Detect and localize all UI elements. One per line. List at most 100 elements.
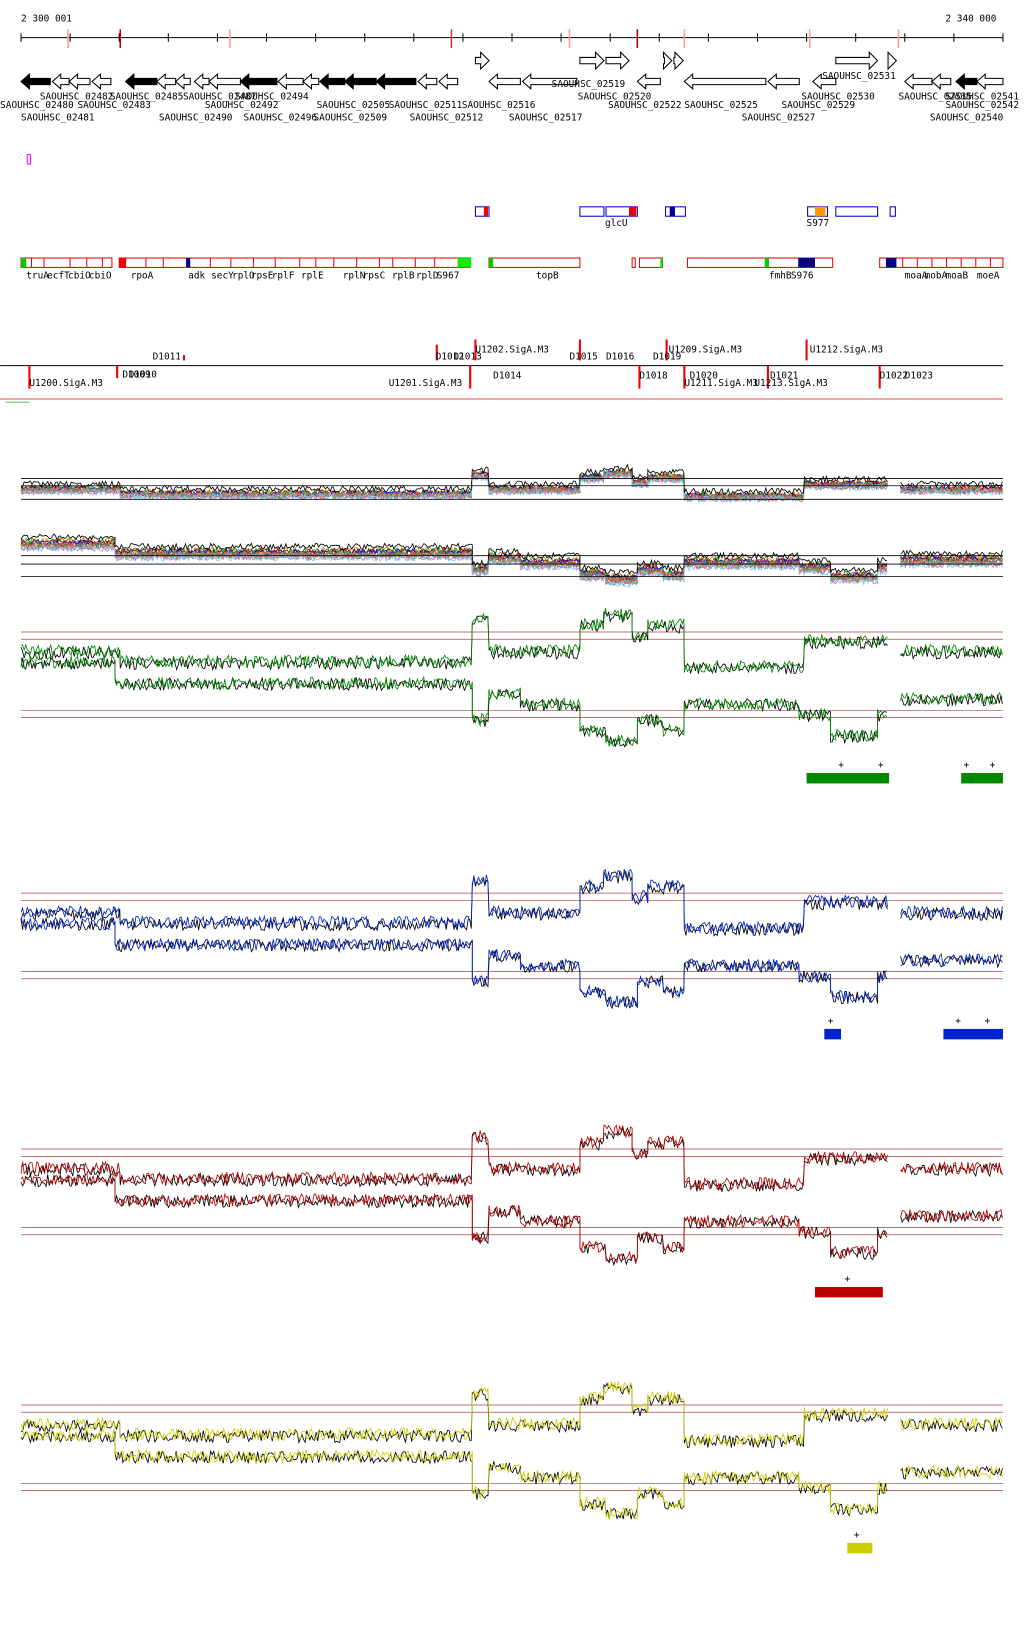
gene-arrow bbox=[636, 73, 661, 90]
feature-fill bbox=[660, 258, 663, 268]
gene-arrow bbox=[302, 73, 320, 90]
signal-trace bbox=[20, 1124, 1003, 1191]
feature-box bbox=[474, 206, 490, 217]
signal-trace bbox=[20, 1173, 1003, 1264]
signal-trace bbox=[20, 538, 1003, 582]
feature-label: secY bbox=[211, 270, 234, 281]
signal-trace bbox=[20, 656, 1003, 748]
gene-arrow bbox=[174, 73, 191, 90]
marker: + bbox=[828, 1016, 834, 1027]
region-bar bbox=[943, 1028, 1003, 1040]
feature-box bbox=[638, 257, 663, 268]
feature-box bbox=[889, 206, 896, 217]
gene-arrow bbox=[579, 50, 605, 71]
gene-label: SAOUHSC_02527 bbox=[742, 113, 816, 124]
signal-trace bbox=[21, 472, 1003, 504]
signal-trace bbox=[21, 607, 1003, 674]
gene-arrow bbox=[193, 73, 210, 90]
gene-arrow bbox=[887, 50, 898, 71]
gene-arrow bbox=[488, 73, 521, 90]
gene-label: SAOUHSC_02519 bbox=[552, 79, 626, 90]
feature-box bbox=[665, 206, 686, 217]
gene-label: SAOUHSC_02520 bbox=[578, 92, 652, 103]
feature-box bbox=[118, 257, 471, 268]
feature-label: mobA bbox=[925, 270, 948, 281]
feature-box bbox=[835, 206, 879, 217]
feature-fill bbox=[885, 258, 897, 268]
gene-label: SAOUHSC_02535 bbox=[898, 92, 972, 103]
gene-arrow bbox=[521, 73, 578, 90]
feature-label: S977 bbox=[807, 218, 830, 229]
gene-arrow bbox=[124, 73, 158, 90]
gene-arrow bbox=[375, 73, 417, 90]
unit-label: D1013 bbox=[454, 352, 482, 363]
gene-arrow bbox=[51, 73, 70, 90]
gene-label: SAOUHSC_02482 bbox=[40, 92, 114, 103]
feature-fill bbox=[21, 258, 27, 268]
gene-arrow bbox=[319, 73, 346, 90]
region-bar bbox=[806, 772, 890, 784]
unit-label: U1213.SigA.M3 bbox=[754, 378, 828, 389]
feature-box bbox=[20, 257, 113, 268]
feature-fill bbox=[119, 258, 126, 268]
feature-fill bbox=[669, 206, 675, 217]
gene-arrow bbox=[474, 50, 490, 71]
unit-label: U1209.SigA.M3 bbox=[669, 344, 742, 355]
feature-box bbox=[488, 257, 581, 268]
gene-label: SAOUHSC_02485 bbox=[110, 92, 183, 103]
unit-label: D1015 bbox=[569, 352, 597, 363]
feature-box bbox=[26, 154, 31, 165]
gene-label: SAOUHSC_02512 bbox=[410, 113, 483, 124]
feature-label: adk bbox=[188, 270, 205, 281]
gene-arrow bbox=[767, 73, 800, 90]
marker: + bbox=[844, 1274, 850, 1285]
gene-arrow bbox=[91, 73, 112, 90]
signal-trace bbox=[20, 868, 1003, 935]
feature-fill bbox=[186, 258, 191, 268]
gene-label: SAOUHSC_02511 bbox=[389, 100, 463, 111]
feature-label: S967 bbox=[437, 270, 460, 281]
signal-trace bbox=[20, 655, 1003, 748]
feature-label: truA bbox=[26, 270, 49, 281]
unit-label: D1021 bbox=[770, 371, 799, 382]
gene-arrow bbox=[438, 73, 459, 90]
feature-fill bbox=[814, 206, 826, 217]
unit-label: D1010 bbox=[129, 370, 158, 381]
signal-trace bbox=[20, 1427, 1003, 1520]
feature-fill bbox=[489, 258, 494, 268]
signal-trace bbox=[20, 916, 1003, 1009]
gene-arrow bbox=[673, 50, 685, 71]
gene-arrow bbox=[156, 73, 177, 90]
unit-label: U1211.SigA.M3 bbox=[684, 378, 758, 389]
feature-label: glcU bbox=[605, 218, 628, 229]
signal-trace bbox=[20, 1126, 1003, 1193]
signal-trace bbox=[20, 870, 1003, 937]
feature-label: rplF bbox=[272, 270, 295, 281]
gene-arrow bbox=[605, 50, 630, 71]
gene-arrow bbox=[208, 73, 241, 90]
marker: + bbox=[984, 1016, 990, 1027]
gene-arrow bbox=[662, 50, 673, 71]
gene-arrow bbox=[68, 73, 91, 90]
ruler-end: 2 340 000 bbox=[946, 13, 997, 24]
ruler-start: 2 300 001 bbox=[21, 13, 72, 24]
gene-label: SAOUHSC_02541 bbox=[946, 92, 1020, 103]
feature-label: rplD bbox=[416, 270, 439, 281]
marker: + bbox=[990, 760, 996, 771]
unit-label: D1009 bbox=[122, 370, 151, 381]
gene-label: SAOUHSC_02542 bbox=[946, 100, 1020, 111]
feature-label: cbiO bbox=[68, 270, 91, 281]
gene-arrow bbox=[277, 73, 304, 90]
gene-label: SAOUHSC_02530 bbox=[801, 92, 875, 103]
gene-label: SAOUHSC_02480 bbox=[0, 100, 74, 111]
gene-arrow bbox=[417, 73, 438, 90]
feature-label: rplB bbox=[392, 270, 415, 281]
gene-arrow bbox=[931, 73, 952, 90]
feature-label: fmhB bbox=[769, 270, 792, 281]
gene-label: SAOUHSC_02487 bbox=[183, 92, 257, 103]
gene-label: SAOUHSC_02483 bbox=[77, 100, 151, 111]
gene-label: SAOUHSC_02517 bbox=[509, 113, 583, 124]
gene-label: SAOUHSC_02525 bbox=[684, 100, 758, 111]
unit-label: D1018 bbox=[639, 371, 668, 382]
